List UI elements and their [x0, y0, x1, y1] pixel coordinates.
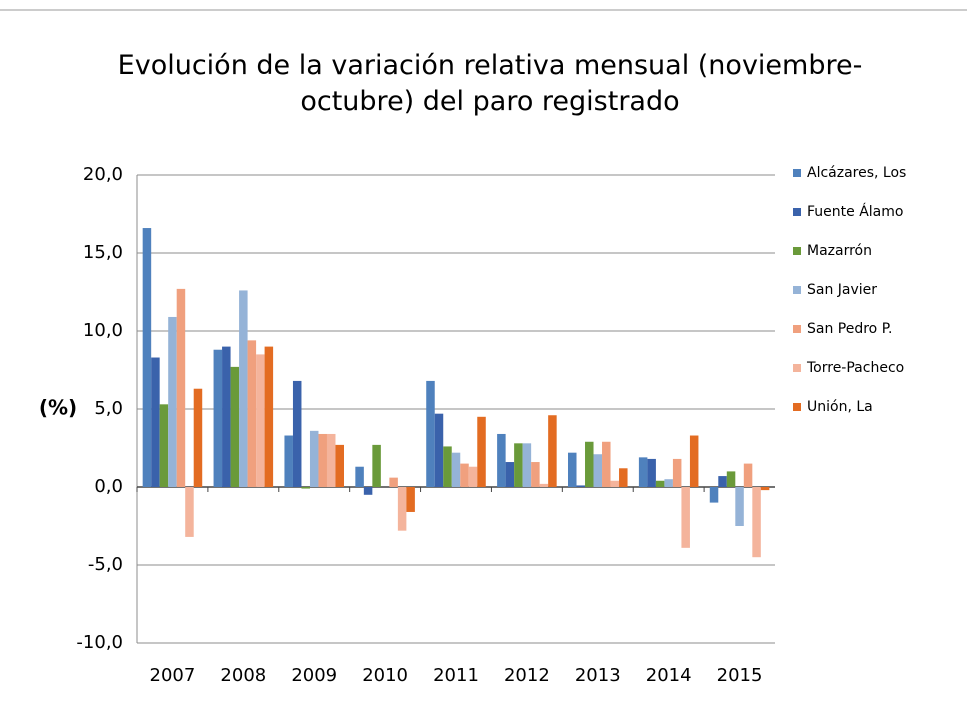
- bar: [142, 228, 152, 488]
- bar: [752, 487, 761, 558]
- legend-swatch: [793, 364, 801, 372]
- bar: [505, 462, 515, 487]
- bar: [185, 487, 194, 537]
- bar: [193, 388, 203, 487]
- bar: [468, 466, 478, 487]
- bar: [460, 463, 469, 487]
- bar: [247, 340, 257, 487]
- bar: [497, 433, 506, 487]
- bar: [743, 463, 753, 487]
- legend-label: San Javier: [807, 282, 877, 298]
- bar: [681, 487, 690, 548]
- legend-swatch: [793, 208, 801, 216]
- bar: [309, 430, 319, 487]
- bar: [443, 446, 452, 487]
- x-tick-label: 2007: [150, 665, 196, 686]
- bar: [151, 357, 160, 487]
- bar: [372, 444, 381, 487]
- legend-swatch: [793, 169, 801, 177]
- bar: [619, 468, 628, 487]
- bar: [451, 452, 461, 487]
- legend-swatch: [793, 247, 801, 255]
- bar: [602, 441, 611, 487]
- legend-label: Torre-Pacheco: [806, 360, 904, 376]
- legend-swatch: [793, 325, 801, 333]
- y-tick-label: -5,0: [88, 554, 123, 575]
- bar: [301, 487, 310, 489]
- bar: [655, 480, 665, 487]
- x-tick-label: 2009: [291, 665, 337, 686]
- bar: [709, 487, 719, 503]
- y-tick-label: 5,0: [94, 398, 123, 419]
- bar: [638, 457, 648, 487]
- x-tick-label: 2008: [220, 665, 266, 686]
- y-tick-label: 0,0: [94, 476, 123, 497]
- bar: [363, 487, 373, 495]
- bar: [531, 462, 540, 487]
- legend-swatch: [793, 286, 801, 294]
- y-tick-label: 10,0: [83, 320, 123, 341]
- y-tick-label: 15,0: [83, 242, 123, 263]
- legend-swatch: [793, 403, 801, 411]
- bar: [264, 346, 274, 487]
- bar: [672, 458, 682, 487]
- bar: [718, 476, 727, 487]
- bar: [326, 433, 336, 487]
- bar: [735, 487, 744, 526]
- x-tick-label: 2013: [575, 665, 621, 686]
- bar: [726, 471, 736, 487]
- bar: [548, 415, 557, 487]
- bar: [610, 480, 620, 487]
- x-tick-label: 2014: [646, 665, 692, 686]
- bar: [593, 454, 603, 487]
- bar: [647, 458, 656, 487]
- bar: [256, 354, 265, 487]
- y-tick-label: 20,0: [83, 164, 123, 185]
- bar: [239, 290, 248, 487]
- bar: [576, 485, 586, 487]
- bar: [477, 416, 486, 487]
- y-tick-label: -10,0: [76, 632, 123, 653]
- bar: [222, 346, 231, 487]
- bar: [230, 366, 240, 487]
- x-tick-label: 2012: [504, 665, 550, 686]
- bar: [213, 349, 223, 487]
- bar: [168, 316, 177, 487]
- bar: [355, 466, 364, 487]
- legend-label: Alcázares, Los: [807, 165, 906, 181]
- bar: [689, 435, 699, 487]
- y-axis-label: (%): [39, 396, 77, 420]
- x-tick-label: 2015: [717, 665, 763, 686]
- legend-label: Unión, La: [807, 399, 873, 415]
- legend-label: San Pedro P.: [807, 321, 892, 337]
- bar: [406, 487, 415, 512]
- bar: [426, 380, 435, 487]
- legend-label: Mazarrón: [807, 243, 872, 259]
- bar: [514, 443, 523, 487]
- bar: [664, 479, 673, 487]
- bar: [389, 477, 398, 487]
- bar: [585, 441, 594, 487]
- bar: [335, 444, 344, 487]
- bar: [397, 487, 407, 531]
- chart-title: Evolución de la variación relativa mensu…: [117, 50, 863, 117]
- legend-label: Fuente Álamo: [807, 203, 903, 220]
- bar: [434, 413, 444, 487]
- bar: [159, 404, 169, 487]
- bar: [176, 288, 186, 487]
- bar: [284, 435, 293, 487]
- bar: [292, 380, 302, 487]
- bar: [522, 443, 532, 487]
- x-tick-label: 2010: [362, 665, 408, 686]
- bar: [760, 487, 770, 491]
- bar: [539, 483, 549, 487]
- x-tick-label: 2011: [433, 665, 479, 686]
- bar: [568, 452, 577, 487]
- bar: [318, 433, 327, 487]
